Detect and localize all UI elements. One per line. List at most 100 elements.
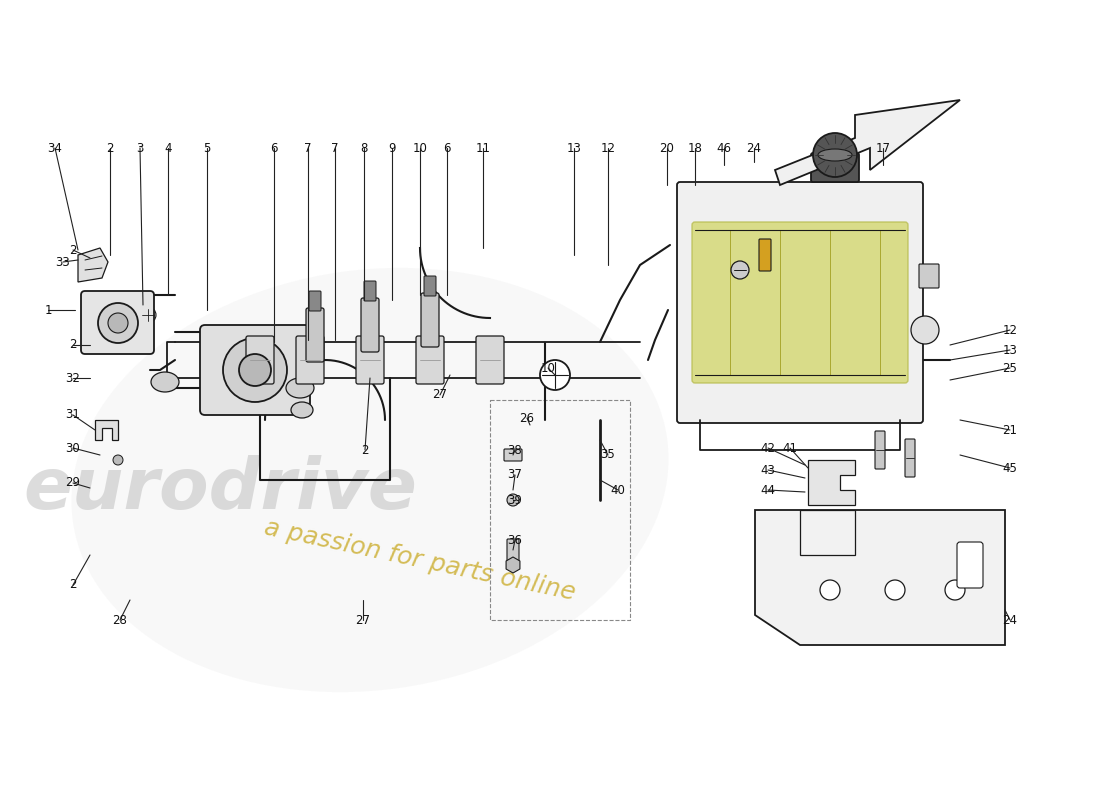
FancyBboxPatch shape	[676, 182, 923, 423]
Text: 37: 37	[507, 469, 522, 482]
Text: 4: 4	[164, 142, 172, 154]
FancyBboxPatch shape	[504, 449, 522, 461]
Polygon shape	[78, 248, 108, 282]
Text: 26: 26	[519, 411, 535, 425]
Circle shape	[820, 580, 840, 600]
Text: 9: 9	[388, 142, 396, 154]
Text: 2: 2	[69, 578, 77, 591]
FancyBboxPatch shape	[918, 264, 939, 288]
Text: 10: 10	[540, 362, 556, 374]
Ellipse shape	[292, 402, 313, 418]
Text: 27: 27	[355, 614, 371, 626]
Text: 12: 12	[1002, 323, 1018, 337]
Text: eurodrive: eurodrive	[23, 455, 417, 525]
Text: 29: 29	[66, 477, 80, 490]
Circle shape	[813, 133, 857, 177]
FancyBboxPatch shape	[759, 239, 771, 271]
Text: 28: 28	[112, 614, 128, 626]
FancyBboxPatch shape	[424, 276, 436, 296]
Text: a passion for parts online: a passion for parts online	[262, 515, 578, 605]
FancyBboxPatch shape	[296, 336, 324, 384]
Text: 12: 12	[601, 142, 616, 154]
Text: 6: 6	[443, 142, 451, 154]
Text: 2: 2	[107, 142, 113, 154]
Text: 7: 7	[331, 142, 339, 154]
Text: 17: 17	[876, 142, 891, 154]
Polygon shape	[95, 420, 118, 440]
Text: 7: 7	[305, 142, 311, 154]
Text: 46: 46	[716, 142, 732, 154]
Ellipse shape	[507, 494, 519, 506]
Circle shape	[113, 455, 123, 465]
FancyBboxPatch shape	[306, 308, 324, 362]
Circle shape	[732, 261, 749, 279]
Text: 31: 31	[66, 409, 80, 422]
Text: 41: 41	[782, 442, 797, 454]
Text: 25: 25	[1002, 362, 1018, 374]
FancyBboxPatch shape	[246, 336, 274, 384]
Text: 38: 38	[507, 443, 522, 457]
Text: 5: 5	[204, 142, 211, 154]
FancyBboxPatch shape	[507, 539, 519, 561]
Polygon shape	[800, 510, 855, 555]
Text: 2: 2	[69, 338, 77, 351]
Text: 33: 33	[56, 255, 70, 269]
Circle shape	[886, 580, 905, 600]
Text: 21: 21	[1002, 423, 1018, 437]
Text: 2: 2	[361, 443, 368, 457]
Text: 36: 36	[507, 534, 522, 546]
FancyBboxPatch shape	[81, 291, 154, 354]
FancyBboxPatch shape	[356, 336, 384, 384]
Circle shape	[540, 360, 570, 390]
Text: 27: 27	[432, 389, 448, 402]
Polygon shape	[808, 460, 855, 505]
Text: 45: 45	[1002, 462, 1018, 474]
Text: 44: 44	[760, 483, 775, 497]
Text: 35: 35	[601, 449, 615, 462]
FancyBboxPatch shape	[200, 325, 310, 415]
FancyBboxPatch shape	[309, 291, 321, 311]
Text: 1: 1	[44, 303, 52, 317]
Text: 34: 34	[47, 142, 63, 154]
FancyBboxPatch shape	[364, 281, 376, 301]
Circle shape	[911, 316, 939, 344]
Text: 10: 10	[412, 142, 428, 154]
Polygon shape	[776, 100, 960, 185]
Text: 3: 3	[136, 142, 144, 154]
Text: 30: 30	[66, 442, 80, 454]
FancyBboxPatch shape	[421, 293, 439, 347]
Text: 39: 39	[507, 494, 522, 506]
Text: 24: 24	[747, 142, 761, 154]
Text: 43: 43	[760, 463, 775, 477]
FancyBboxPatch shape	[476, 336, 504, 384]
Circle shape	[223, 338, 287, 402]
Text: 42: 42	[760, 442, 775, 454]
FancyBboxPatch shape	[692, 222, 907, 383]
FancyBboxPatch shape	[905, 439, 915, 477]
Text: 6: 6	[271, 142, 277, 154]
FancyBboxPatch shape	[361, 298, 379, 352]
Text: 32: 32	[66, 371, 80, 385]
Circle shape	[945, 580, 965, 600]
FancyBboxPatch shape	[957, 542, 983, 588]
Circle shape	[108, 313, 128, 333]
Text: 8: 8	[361, 142, 367, 154]
Text: 11: 11	[475, 142, 491, 154]
Circle shape	[98, 303, 138, 343]
FancyBboxPatch shape	[811, 153, 859, 182]
Text: 40: 40	[610, 483, 626, 497]
Text: 24: 24	[1002, 614, 1018, 626]
Ellipse shape	[72, 268, 669, 692]
Text: 13: 13	[566, 142, 582, 154]
Text: 13: 13	[1002, 343, 1018, 357]
Ellipse shape	[818, 149, 852, 161]
Ellipse shape	[286, 378, 313, 398]
Circle shape	[140, 307, 156, 323]
FancyBboxPatch shape	[874, 431, 886, 469]
Circle shape	[239, 354, 271, 386]
Text: 2: 2	[69, 243, 77, 257]
Ellipse shape	[151, 372, 179, 392]
Text: 18: 18	[688, 142, 703, 154]
Ellipse shape	[72, 268, 669, 692]
Polygon shape	[755, 510, 1005, 645]
